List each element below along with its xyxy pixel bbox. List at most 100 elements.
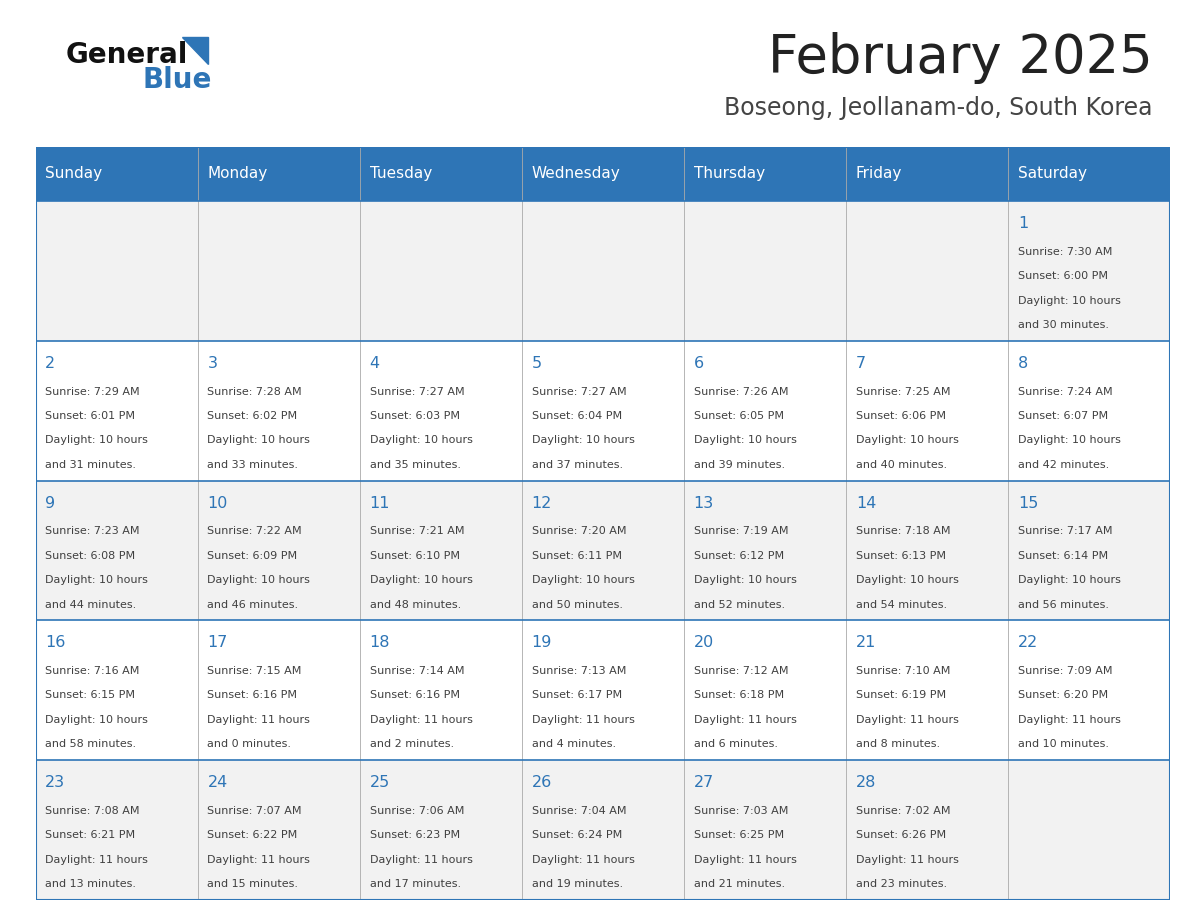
Text: Daylight: 11 hours: Daylight: 11 hours — [208, 855, 310, 865]
Text: Sunrise: 7:07 AM: Sunrise: 7:07 AM — [208, 806, 302, 816]
Text: Boseong, Jeollanam-do, South Korea: Boseong, Jeollanam-do, South Korea — [723, 96, 1152, 120]
Bar — [684, 147, 846, 201]
Bar — [1009, 760, 1170, 900]
Text: Sunset: 6:06 PM: Sunset: 6:06 PM — [855, 411, 946, 421]
Text: 3: 3 — [208, 356, 217, 371]
Text: Friday: Friday — [855, 166, 902, 182]
Text: Sunset: 6:12 PM: Sunset: 6:12 PM — [694, 551, 784, 561]
Text: Sunset: 6:24 PM: Sunset: 6:24 PM — [531, 830, 621, 840]
Text: 17: 17 — [208, 635, 228, 650]
Text: and 10 minutes.: and 10 minutes. — [1018, 739, 1108, 749]
Text: February 2025: February 2025 — [767, 32, 1152, 84]
Text: Sunset: 6:08 PM: Sunset: 6:08 PM — [45, 551, 135, 561]
Text: 5: 5 — [531, 356, 542, 371]
Text: and 44 minutes.: and 44 minutes. — [45, 599, 137, 610]
Text: and 39 minutes.: and 39 minutes. — [694, 460, 785, 470]
Text: Saturday: Saturday — [1018, 166, 1087, 182]
Text: and 42 minutes.: and 42 minutes. — [1018, 460, 1110, 470]
Bar — [36, 480, 197, 621]
Text: Daylight: 10 hours: Daylight: 10 hours — [1018, 576, 1120, 585]
Text: Daylight: 10 hours: Daylight: 10 hours — [531, 435, 634, 445]
Text: Sunset: 6:07 PM: Sunset: 6:07 PM — [1018, 411, 1108, 421]
Text: Sunset: 6:23 PM: Sunset: 6:23 PM — [369, 830, 460, 840]
Text: Daylight: 10 hours: Daylight: 10 hours — [1018, 296, 1120, 306]
Text: Sunset: 6:21 PM: Sunset: 6:21 PM — [45, 830, 135, 840]
Bar — [846, 480, 1009, 621]
Text: 6: 6 — [694, 356, 703, 371]
Bar — [1009, 201, 1170, 341]
Text: Sunset: 6:14 PM: Sunset: 6:14 PM — [1018, 551, 1108, 561]
Text: Daylight: 11 hours: Daylight: 11 hours — [531, 855, 634, 865]
Text: 25: 25 — [369, 775, 390, 790]
Text: Sunset: 6:10 PM: Sunset: 6:10 PM — [369, 551, 460, 561]
Text: and 6 minutes.: and 6 minutes. — [694, 739, 778, 749]
Text: Daylight: 11 hours: Daylight: 11 hours — [369, 855, 473, 865]
Text: 11: 11 — [369, 496, 390, 510]
Text: and 50 minutes.: and 50 minutes. — [531, 599, 623, 610]
Text: 22: 22 — [1018, 635, 1038, 650]
Text: Thursday: Thursday — [694, 166, 765, 182]
Text: Sunset: 6:16 PM: Sunset: 6:16 PM — [208, 690, 297, 700]
Text: Sunset: 6:09 PM: Sunset: 6:09 PM — [208, 551, 297, 561]
Bar — [360, 201, 522, 341]
Text: Sunset: 6:04 PM: Sunset: 6:04 PM — [531, 411, 621, 421]
Text: Daylight: 11 hours: Daylight: 11 hours — [531, 715, 634, 725]
Text: Daylight: 11 hours: Daylight: 11 hours — [855, 855, 959, 865]
Text: Daylight: 11 hours: Daylight: 11 hours — [369, 715, 473, 725]
Text: Sunrise: 7:09 AM: Sunrise: 7:09 AM — [1018, 666, 1112, 676]
Text: 27: 27 — [694, 775, 714, 790]
Bar — [197, 480, 360, 621]
Bar — [36, 147, 197, 201]
Text: Sunset: 6:19 PM: Sunset: 6:19 PM — [855, 690, 946, 700]
Bar — [360, 480, 522, 621]
Text: Daylight: 10 hours: Daylight: 10 hours — [369, 435, 473, 445]
Text: Daylight: 10 hours: Daylight: 10 hours — [855, 435, 959, 445]
Bar — [197, 621, 360, 760]
Text: Daylight: 10 hours: Daylight: 10 hours — [208, 435, 310, 445]
Bar — [522, 201, 684, 341]
Text: 10: 10 — [208, 496, 228, 510]
Text: 20: 20 — [694, 635, 714, 650]
Text: 9: 9 — [45, 496, 56, 510]
Text: and 40 minutes.: and 40 minutes. — [855, 460, 947, 470]
Text: and 2 minutes.: and 2 minutes. — [369, 739, 454, 749]
Bar — [1009, 341, 1170, 480]
Text: and 56 minutes.: and 56 minutes. — [1018, 599, 1108, 610]
Text: Sunset: 6:00 PM: Sunset: 6:00 PM — [1018, 272, 1108, 281]
Bar — [522, 147, 684, 201]
Text: Daylight: 10 hours: Daylight: 10 hours — [45, 576, 148, 585]
Text: 12: 12 — [531, 496, 552, 510]
Text: 26: 26 — [531, 775, 552, 790]
Text: and 52 minutes.: and 52 minutes. — [694, 599, 785, 610]
Text: and 13 minutes.: and 13 minutes. — [45, 879, 137, 889]
Text: and 19 minutes.: and 19 minutes. — [531, 879, 623, 889]
Text: Sunrise: 7:21 AM: Sunrise: 7:21 AM — [369, 526, 465, 536]
Text: Daylight: 10 hours: Daylight: 10 hours — [45, 715, 148, 725]
Text: Daylight: 10 hours: Daylight: 10 hours — [369, 576, 473, 585]
Text: Sunset: 6:15 PM: Sunset: 6:15 PM — [45, 690, 135, 700]
Bar — [360, 147, 522, 201]
Text: and 33 minutes.: and 33 minutes. — [208, 460, 298, 470]
Text: Sunrise: 7:15 AM: Sunrise: 7:15 AM — [208, 666, 302, 676]
Text: Sunset: 6:20 PM: Sunset: 6:20 PM — [1018, 690, 1108, 700]
Text: Sunrise: 7:23 AM: Sunrise: 7:23 AM — [45, 526, 140, 536]
Bar — [36, 760, 197, 900]
Text: Sunrise: 7:02 AM: Sunrise: 7:02 AM — [855, 806, 950, 816]
Text: Sunrise: 7:12 AM: Sunrise: 7:12 AM — [694, 666, 788, 676]
Text: Sunrise: 7:18 AM: Sunrise: 7:18 AM — [855, 526, 950, 536]
Text: Sunrise: 7:13 AM: Sunrise: 7:13 AM — [531, 666, 626, 676]
Bar — [1009, 147, 1170, 201]
Text: Sunset: 6:02 PM: Sunset: 6:02 PM — [208, 411, 297, 421]
Bar — [36, 201, 197, 341]
Text: and 54 minutes.: and 54 minutes. — [855, 599, 947, 610]
Text: Daylight: 11 hours: Daylight: 11 hours — [694, 715, 796, 725]
Bar — [684, 621, 846, 760]
Text: Sunrise: 7:04 AM: Sunrise: 7:04 AM — [531, 806, 626, 816]
Bar — [522, 480, 684, 621]
Text: Daylight: 11 hours: Daylight: 11 hours — [1018, 715, 1120, 725]
Bar — [197, 760, 360, 900]
Bar — [360, 621, 522, 760]
Bar — [846, 621, 1009, 760]
Bar — [197, 147, 360, 201]
Text: 1: 1 — [1018, 216, 1028, 231]
